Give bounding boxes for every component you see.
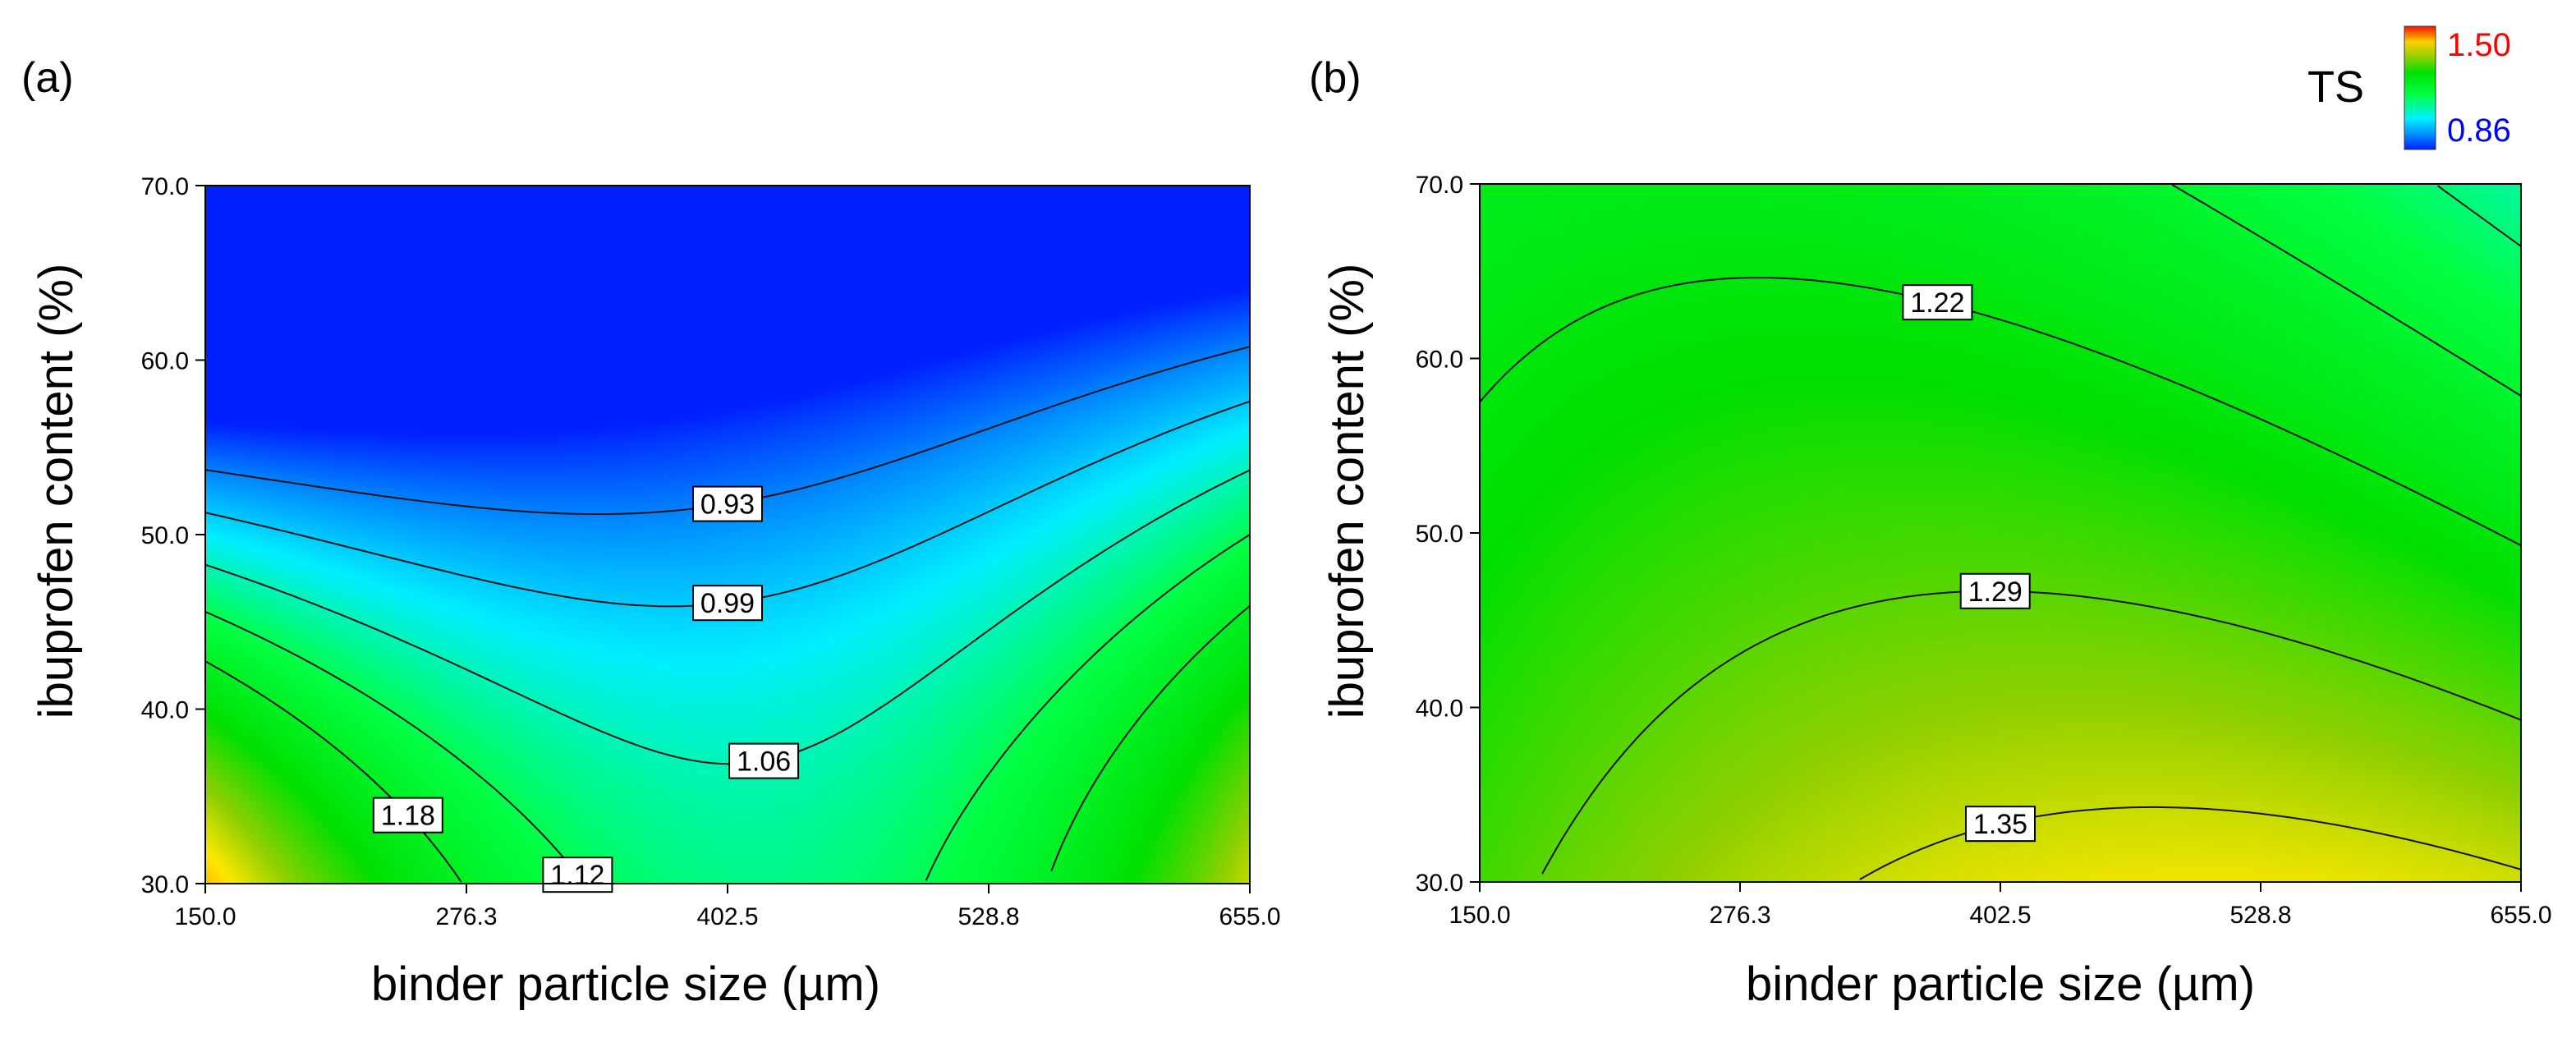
contour-label: 1.29 xyxy=(1968,576,2023,608)
y-tick-label: 30.0 xyxy=(1416,870,1463,897)
contour-label: 1.12 xyxy=(550,860,604,891)
contour-label-box xyxy=(372,797,443,834)
contour-line-1.22 xyxy=(1479,276,2522,547)
legend-color-bar xyxy=(2404,25,2436,150)
y-axis-title-a: ibuprofen content (%) xyxy=(30,264,83,719)
y-tick-label: 60.0 xyxy=(141,348,189,375)
y-tick-label: 70.0 xyxy=(1416,172,1463,199)
y-axis-title-b: ibuprofen content (%) xyxy=(1320,264,1374,719)
y-tick-label: 50.0 xyxy=(1416,521,1463,548)
x-tick-label: 528.8 xyxy=(2229,902,2291,929)
contour-fill xyxy=(205,186,1250,884)
y-tick-label: 50.0 xyxy=(141,522,189,549)
contour-label-box xyxy=(692,585,763,622)
y-tick-label: 70.0 xyxy=(141,173,189,200)
panel-b: (b) 1.22 1.29 1.35 150.0 276.3 402.5 528.8 655… xyxy=(1309,54,2552,1011)
y-tick-label: 40.0 xyxy=(141,697,189,724)
y-tick-label: 60.0 xyxy=(1416,347,1463,374)
x-tick-label: 655.0 xyxy=(2490,902,2551,929)
contour-label: 1.18 xyxy=(381,801,435,832)
contour-line-1.29 xyxy=(1541,590,2522,875)
legend-max-label: 1.50 xyxy=(2447,27,2511,63)
color-legend: TS 1.50 0.86 xyxy=(2307,25,2511,150)
legend-title: TS xyxy=(2307,62,2364,112)
contour-label: 1.35 xyxy=(1973,809,2027,840)
x-tick-label: 655.0 xyxy=(1219,903,1280,930)
contour-fill xyxy=(1480,184,2521,882)
contour-line-1.10 xyxy=(2437,185,2522,247)
contour-line-1.06 xyxy=(204,469,1251,765)
contour-label: 0.93 xyxy=(700,489,755,521)
x-tick-label: 402.5 xyxy=(696,903,758,930)
contour-label-box xyxy=(542,857,613,893)
contour-label-box xyxy=(1902,284,1973,321)
panel-label-b: (b) xyxy=(1309,54,1361,102)
axis-ticks-a: 150.0 276.3 402.5 528.8 655.0 30.0 40.0 50.0 60.… xyxy=(141,173,1281,930)
contour-label: 1.06 xyxy=(737,746,791,778)
contour-label: 0.99 xyxy=(700,588,755,619)
plot-area-a: 0.93 0.99 1.06 1.12 1.18 xyxy=(204,185,1251,893)
x-tick-label: 402.5 xyxy=(1969,902,2031,929)
plot-area-b: 1.22 1.29 1.35 xyxy=(1479,183,2522,883)
x-tick-label: 528.8 xyxy=(957,903,1019,930)
x-tick-label: 150.0 xyxy=(1449,902,1510,929)
contour-label-box xyxy=(692,485,763,522)
x-tick-label: 150.0 xyxy=(174,903,236,930)
contour-label-box xyxy=(728,742,800,779)
y-tick-label: 40.0 xyxy=(1416,696,1463,723)
contour-label-box xyxy=(1965,806,2036,843)
axis-ticks-b: 150.0 276.3 402.5 528.8 655.0 30.0 40.0 50.0 60.… xyxy=(1416,172,2552,929)
contour-label-box xyxy=(1959,572,2031,609)
x-axis-title-b: binder particle size (µm) xyxy=(1746,958,2255,1011)
x-tick-label: 276.3 xyxy=(435,903,497,930)
contour-line-1.12 xyxy=(204,534,1251,881)
y-tick-label: 30.0 xyxy=(141,871,189,898)
x-axis-title-a: binder particle size (µm) xyxy=(371,958,880,1011)
contour-label: 1.22 xyxy=(1910,287,1964,319)
panel-a: (a) 0.93 0.99 1.06 1.12 1.18 150.0 276.3 402.5… xyxy=(21,54,1281,1011)
contour-line-1.16 xyxy=(2171,184,2522,397)
legend-min-label: 0.86 xyxy=(2447,113,2511,149)
panel-label-a: (a) xyxy=(21,54,74,102)
x-tick-label: 276.3 xyxy=(1709,902,1770,929)
